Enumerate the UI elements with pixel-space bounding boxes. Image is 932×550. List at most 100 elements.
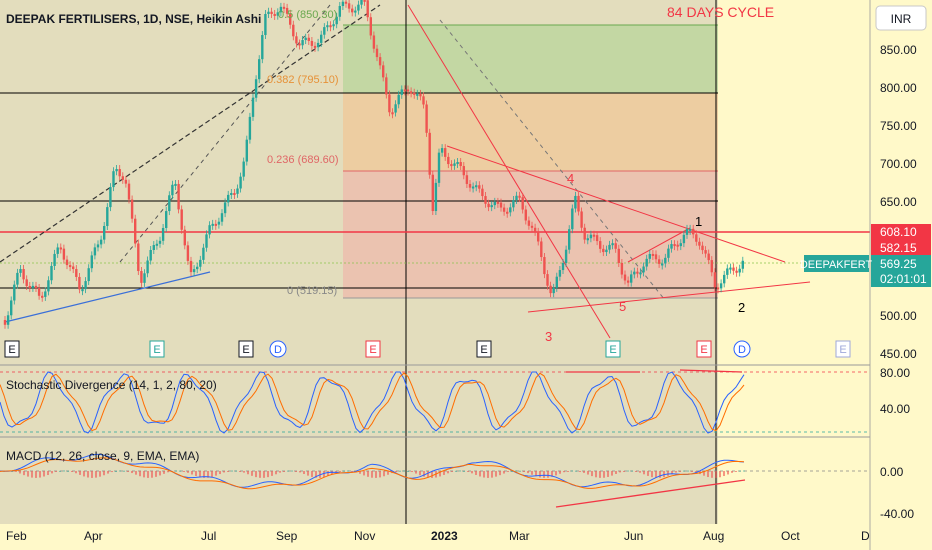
candle-body [431, 174, 434, 212]
macd-hist-bar [67, 470, 69, 472]
macd-hist-bar [223, 471, 225, 473]
time-label: Jul [201, 529, 216, 543]
candle-body [242, 161, 245, 177]
price-label: 800.00 [880, 81, 917, 95]
macd-hist-bar [191, 471, 193, 475]
candle-body [202, 247, 205, 260]
candle-body [149, 249, 152, 261]
earnings-marker[interactable]: E [696, 340, 712, 358]
candle-body [189, 260, 193, 273]
red-upper-channel [446, 145, 786, 263]
macd-hist-bar [135, 471, 137, 475]
candle-body [84, 281, 87, 290]
macd-hist-bar [215, 471, 217, 476]
macd-hist-bar [631, 470, 633, 472]
time-label: Feb [6, 529, 27, 543]
candle-body [44, 291, 47, 297]
cycle-shade-right [718, 0, 870, 550]
macd-hist-bar [199, 471, 201, 478]
blue-trendline [4, 271, 211, 323]
macd-divergence-line [555, 479, 746, 508]
macd-hist-bar [147, 471, 149, 478]
currency-label: INR [891, 12, 912, 26]
candle-body [369, 17, 372, 36]
candle-body [90, 255, 93, 269]
macd-hist-bar [367, 471, 369, 477]
candle-body [87, 268, 90, 282]
candle-body [264, 13, 267, 36]
candle-body [623, 274, 627, 281]
currency-button[interactable]: INR [875, 5, 927, 31]
price-label: 850.00 [880, 43, 917, 57]
earnings-marker[interactable]: E [365, 340, 381, 358]
macd-hist-bar [427, 471, 429, 478]
earnings-marker[interactable]: E [238, 340, 254, 358]
earnings-marker[interactable]: E [149, 340, 165, 358]
dividend-marker[interactable]: D [733, 340, 751, 358]
price-label: 650.00 [880, 195, 917, 209]
candle-body [701, 245, 704, 251]
event-markers[interactable]: E E E D E E E E D E [4, 340, 851, 358]
macd-hist-bar [523, 471, 525, 472]
candle-body [416, 93, 419, 96]
candle-body [611, 243, 614, 246]
macd-hist-bar [379, 471, 381, 478]
candle-body [682, 234, 686, 244]
candle-body [564, 249, 568, 264]
macd-hist-bar [119, 470, 121, 472]
macd-hist-bar [647, 471, 649, 476]
stoch-title: Stochastic Divergence (14, 1, 2, 80, 20) [6, 378, 217, 392]
candle-body [3, 320, 7, 325]
macd-hist-bar [243, 471, 245, 473]
candle-body [6, 315, 10, 325]
macd-hist-bar [615, 471, 617, 474]
time-axis[interactable] [0, 524, 870, 550]
candle-body [732, 267, 735, 271]
macd-hist-bar [111, 471, 113, 473]
earnings-marker[interactable]: E [835, 340, 851, 358]
candle-body [112, 171, 115, 188]
macd-hist-bar [95, 471, 97, 478]
candle-body [180, 209, 183, 230]
candle-body [602, 248, 605, 253]
red-wave-line [627, 227, 691, 263]
candle-body [152, 245, 155, 250]
macd-hist-bar [211, 471, 213, 477]
candle-body [292, 24, 295, 37]
candle-body [413, 92, 416, 95]
candle-body [676, 244, 679, 247]
macd-hist-bar [127, 471, 129, 472]
candle-body [496, 201, 500, 204]
macd-hist-bar [519, 470, 521, 472]
dividend-marker[interactable]: D [269, 340, 287, 358]
macd-hist-bar [567, 471, 569, 472]
macd-hist-bar [327, 471, 329, 477]
macd-hist-bar [495, 471, 497, 477]
earnings-marker[interactable]: E [605, 340, 621, 358]
candle-body [679, 243, 682, 247]
candle-body [735, 270, 738, 273]
macd-hist-bar [415, 471, 417, 474]
macd-hist-bar [663, 471, 665, 478]
earnings-marker[interactable]: E [476, 340, 492, 358]
candle-body [155, 243, 159, 246]
earnings-marker[interactable]: E [4, 340, 20, 358]
marker-label: E [369, 344, 376, 356]
marker-label: E [153, 344, 160, 356]
macd-hist-bar [23, 471, 25, 476]
candle-body [31, 285, 35, 288]
candle-body [248, 116, 252, 140]
candle-body [192, 269, 196, 273]
candle-body [115, 169, 118, 172]
macd-hist-bar [15, 471, 17, 472]
candle-body [62, 248, 66, 260]
price-label: 750.00 [880, 119, 917, 133]
wave-label-5: 5 [619, 299, 626, 314]
macd-hist-bar [463, 470, 465, 472]
candle-body [645, 258, 648, 267]
candle-body [168, 195, 171, 212]
candle-body [320, 34, 323, 43]
macd-hist-bar [219, 471, 221, 475]
